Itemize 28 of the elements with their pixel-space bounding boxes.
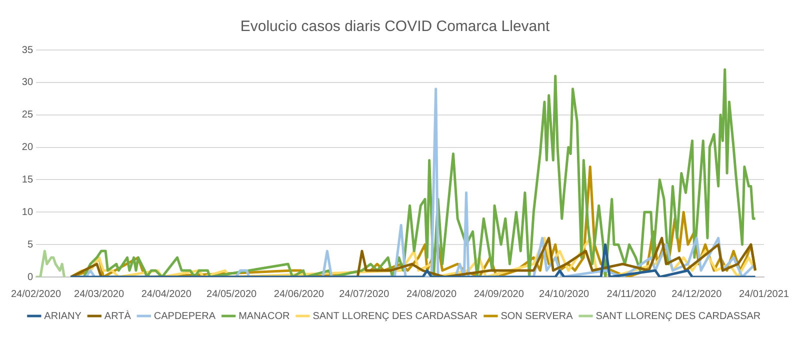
y-tick-label: 15: [22, 174, 34, 186]
y-tick-label: 5: [27, 239, 34, 250]
x-tick-label: 24/09/2020: [474, 288, 524, 300]
x-tick-label: 24/10/2020: [539, 288, 590, 300]
legend-label: CAPDEPERA: [154, 310, 216, 322]
y-tick-label: 35: [22, 44, 34, 56]
legend-label: ARIANY: [44, 310, 82, 322]
x-tick-label: 24/04/2020: [141, 288, 192, 300]
legend-label: SANT LLORENÇ DES CARDASSAR: [312, 310, 478, 322]
x-tick-label: 24/08/2020: [406, 288, 457, 300]
legend-label: MANACOR: [238, 310, 290, 322]
legend-label: ARTÀ: [104, 310, 132, 322]
chart-title: Evolucio casos diaris COVID Comarca Llevant: [240, 18, 550, 36]
y-tick-label: 10: [22, 206, 34, 218]
y-tick-label: 25: [22, 110, 34, 121]
y-tick-label: 0: [27, 272, 34, 283]
x-tick-label: 24/05/2020: [206, 288, 258, 300]
legend-label: SANT LLORENÇ DES CARDASSAR: [596, 310, 761, 322]
x-tick-label: 24/02/2020: [10, 288, 62, 300]
x-tick-label: 24/03/2020: [74, 288, 124, 300]
x-tick-label: 24/01/2021: [738, 288, 790, 300]
legend-label: SON SERVERA: [500, 310, 574, 322]
x-tick-label: 24/06/2020: [274, 288, 324, 300]
x-tick-label: 24/07/2020: [339, 288, 390, 300]
x-tick-label: 24/12/2020: [672, 288, 722, 300]
y-tick-label: 20: [22, 142, 34, 154]
y-tick-label: 30: [22, 77, 34, 88]
x-tick-label: 24/11/2020: [606, 288, 657, 300]
